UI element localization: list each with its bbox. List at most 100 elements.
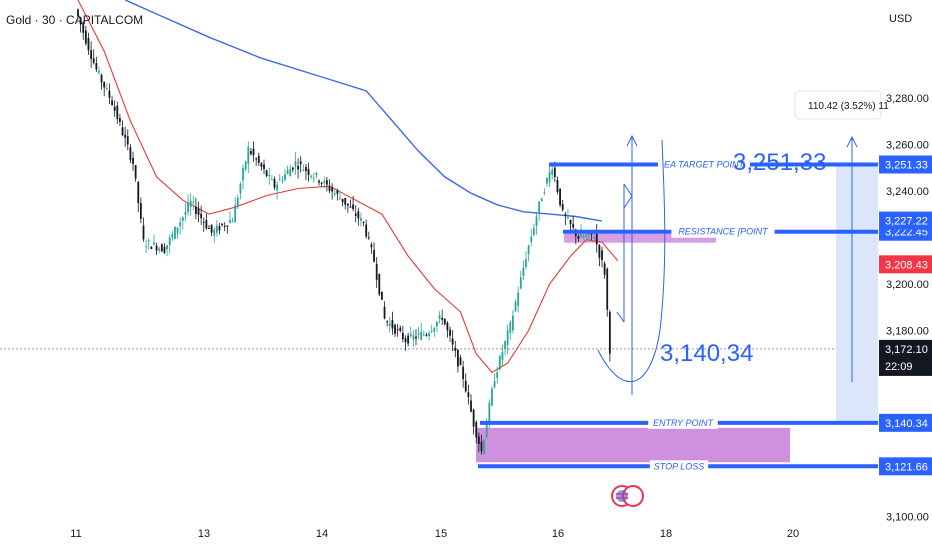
price-tick-label: 3,200.00 — [886, 279, 929, 291]
candle-body — [197, 208, 200, 215]
candle-body — [116, 105, 119, 120]
price-tag-text: 3,208.43 — [885, 259, 928, 271]
candle-body — [160, 244, 163, 252]
candle-body — [168, 237, 171, 245]
candle-body — [517, 292, 520, 306]
level-price-tag — [879, 413, 932, 432]
candle-body — [470, 400, 472, 412]
level-price-tag-text: 3,251.33 — [885, 159, 928, 171]
economic-events-icon[interactable] — [611, 485, 644, 507]
candle-body — [315, 172, 318, 175]
measure-tooltip: 110.42 (3.52%) 11 — [794, 90, 889, 120]
candle-body — [449, 329, 451, 336]
candle-body — [82, 23, 85, 33]
currency-label[interactable]: USD — [889, 13, 913, 25]
candle-body — [163, 247, 166, 253]
candle-body — [504, 341, 506, 349]
candle-body — [582, 236, 585, 238]
level-price-tag-text: 3,121.66 — [885, 461, 928, 473]
candle-body — [349, 206, 352, 208]
resistance-zone[interactable] — [564, 233, 716, 243]
entry-annotation: 3,140,34 — [660, 340, 753, 367]
countdown-text: 22:09 — [885, 361, 913, 373]
candle-body — [404, 338, 407, 343]
candle-body — [341, 198, 344, 203]
candle-body — [535, 216, 538, 226]
candle-body — [344, 198, 347, 205]
time-tick-label: 16 — [552, 528, 564, 540]
candle-body — [378, 273, 381, 295]
entry-stop-zone[interactable] — [476, 427, 790, 463]
candle-body — [409, 333, 412, 336]
candle-body — [360, 217, 362, 221]
candle-body — [218, 226, 221, 231]
candle-body — [567, 217, 569, 219]
candle-body — [200, 213, 203, 219]
candle-body — [572, 224, 575, 228]
candle-body — [569, 219, 572, 225]
svg-text:STOP LOSS: STOP LOSS — [654, 461, 705, 471]
candle-body — [556, 179, 559, 193]
candle-body — [467, 392, 470, 398]
candle-body — [606, 268, 609, 310]
candle-body — [326, 180, 328, 185]
candle-body — [462, 366, 465, 380]
candle-body — [441, 318, 444, 320]
price-tick-label: 3,100.00 — [886, 512, 929, 524]
candle-body — [493, 380, 496, 388]
candle-body — [561, 204, 564, 210]
candle-body — [365, 224, 368, 237]
candle-body — [166, 245, 168, 250]
price-axis[interactable]: 3,280.00 3,260.00 3,240.00 3,200.00 3,180.00… — [879, 93, 932, 524]
candle-body — [281, 180, 284, 182]
candle-body — [98, 70, 100, 73]
candles-group — [77, 8, 611, 456]
level-price-tag-text: 3,140.34 — [885, 418, 928, 430]
candle-body — [111, 100, 113, 105]
symbol-title[interactable]: Gold · 30 · CAPITALCOM — [6, 13, 144, 27]
candle-body — [412, 335, 415, 340]
candle-body — [250, 151, 252, 155]
candle-body — [530, 236, 533, 242]
target-annotation: 3,251,33 — [733, 149, 826, 176]
candle-body — [179, 222, 182, 227]
candle-body — [433, 327, 436, 332]
candle-body — [242, 168, 244, 181]
candle-body — [512, 315, 514, 331]
candle-body — [294, 161, 297, 167]
candle-body — [415, 336, 417, 339]
candle-body — [108, 90, 111, 98]
time-axis[interactable]: 11 13 14 15 16 18 20 — [70, 528, 799, 540]
resistance-level-label: RESISTANCE [POINT — [671, 225, 775, 238]
candle-body — [498, 356, 501, 370]
projection-arrows[interactable] — [597, 134, 858, 395]
candle-body — [608, 312, 611, 354]
candle-body — [276, 184, 279, 191]
candle-body — [215, 225, 218, 233]
candle-body — [213, 229, 216, 236]
candle-body — [255, 158, 258, 160]
candle-body — [124, 134, 127, 138]
candle-body — [90, 50, 92, 59]
candle-body — [577, 236, 580, 239]
candle-body — [312, 177, 315, 179]
ma-blue-line — [124, 0, 603, 222]
measure-zone[interactable] — [836, 164, 878, 423]
candle-body — [407, 335, 410, 344]
candle-body — [472, 409, 475, 427]
candle-body — [548, 171, 551, 183]
candle-body — [103, 82, 106, 88]
candle-body — [496, 372, 499, 378]
entry-level-label: ENTRY POINT — [648, 416, 718, 429]
candle-body — [286, 170, 289, 174]
candle-body — [595, 232, 598, 245]
candle-body — [289, 168, 292, 177]
candle-body — [305, 166, 307, 172]
candle-body — [189, 200, 192, 208]
candle-body — [425, 335, 428, 337]
candle-body — [137, 181, 140, 204]
time-tick-label: 13 — [198, 528, 210, 540]
candle-body — [84, 30, 87, 44]
